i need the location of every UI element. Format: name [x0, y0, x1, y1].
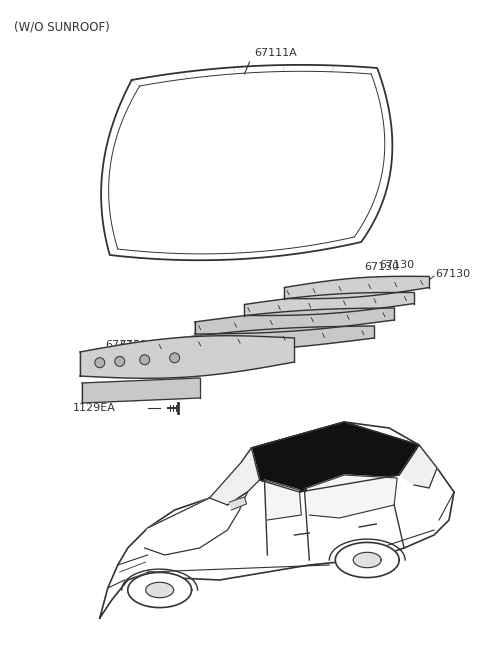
Circle shape: [140, 355, 150, 365]
Polygon shape: [128, 573, 192, 607]
Text: 67130: 67130: [364, 262, 399, 272]
Text: 67310A: 67310A: [105, 340, 147, 350]
Polygon shape: [100, 422, 454, 618]
Text: 67128: 67128: [281, 316, 317, 326]
Text: 67132A: 67132A: [317, 298, 360, 308]
Polygon shape: [101, 65, 392, 260]
Text: 67132A: 67132A: [289, 298, 332, 308]
Polygon shape: [252, 422, 419, 492]
Text: 67128: 67128: [244, 316, 280, 326]
Text: 67130: 67130: [379, 260, 414, 270]
Text: 67134A: 67134A: [339, 282, 382, 292]
Polygon shape: [353, 552, 381, 567]
Polygon shape: [284, 276, 429, 298]
Polygon shape: [194, 308, 394, 334]
Polygon shape: [82, 378, 200, 403]
Text: 67130: 67130: [435, 269, 470, 279]
Polygon shape: [244, 293, 414, 316]
Text: 1129EA: 1129EA: [73, 403, 116, 413]
Circle shape: [115, 356, 125, 367]
Polygon shape: [144, 492, 248, 555]
Text: 67111A: 67111A: [254, 48, 297, 58]
Circle shape: [169, 353, 180, 363]
Polygon shape: [229, 497, 246, 510]
Text: (W/O SUNROOF): (W/O SUNROOF): [14, 20, 110, 33]
Polygon shape: [146, 583, 174, 598]
Polygon shape: [336, 543, 399, 577]
Polygon shape: [155, 326, 374, 353]
Text: 67134A: 67134A: [359, 284, 402, 294]
Text: 1129EA: 1129EA: [80, 388, 123, 398]
Polygon shape: [264, 480, 301, 520]
Polygon shape: [399, 445, 437, 488]
Circle shape: [95, 358, 105, 368]
Polygon shape: [210, 448, 260, 505]
Text: 67310A: 67310A: [120, 340, 163, 350]
Polygon shape: [80, 336, 294, 379]
Polygon shape: [307, 475, 397, 518]
